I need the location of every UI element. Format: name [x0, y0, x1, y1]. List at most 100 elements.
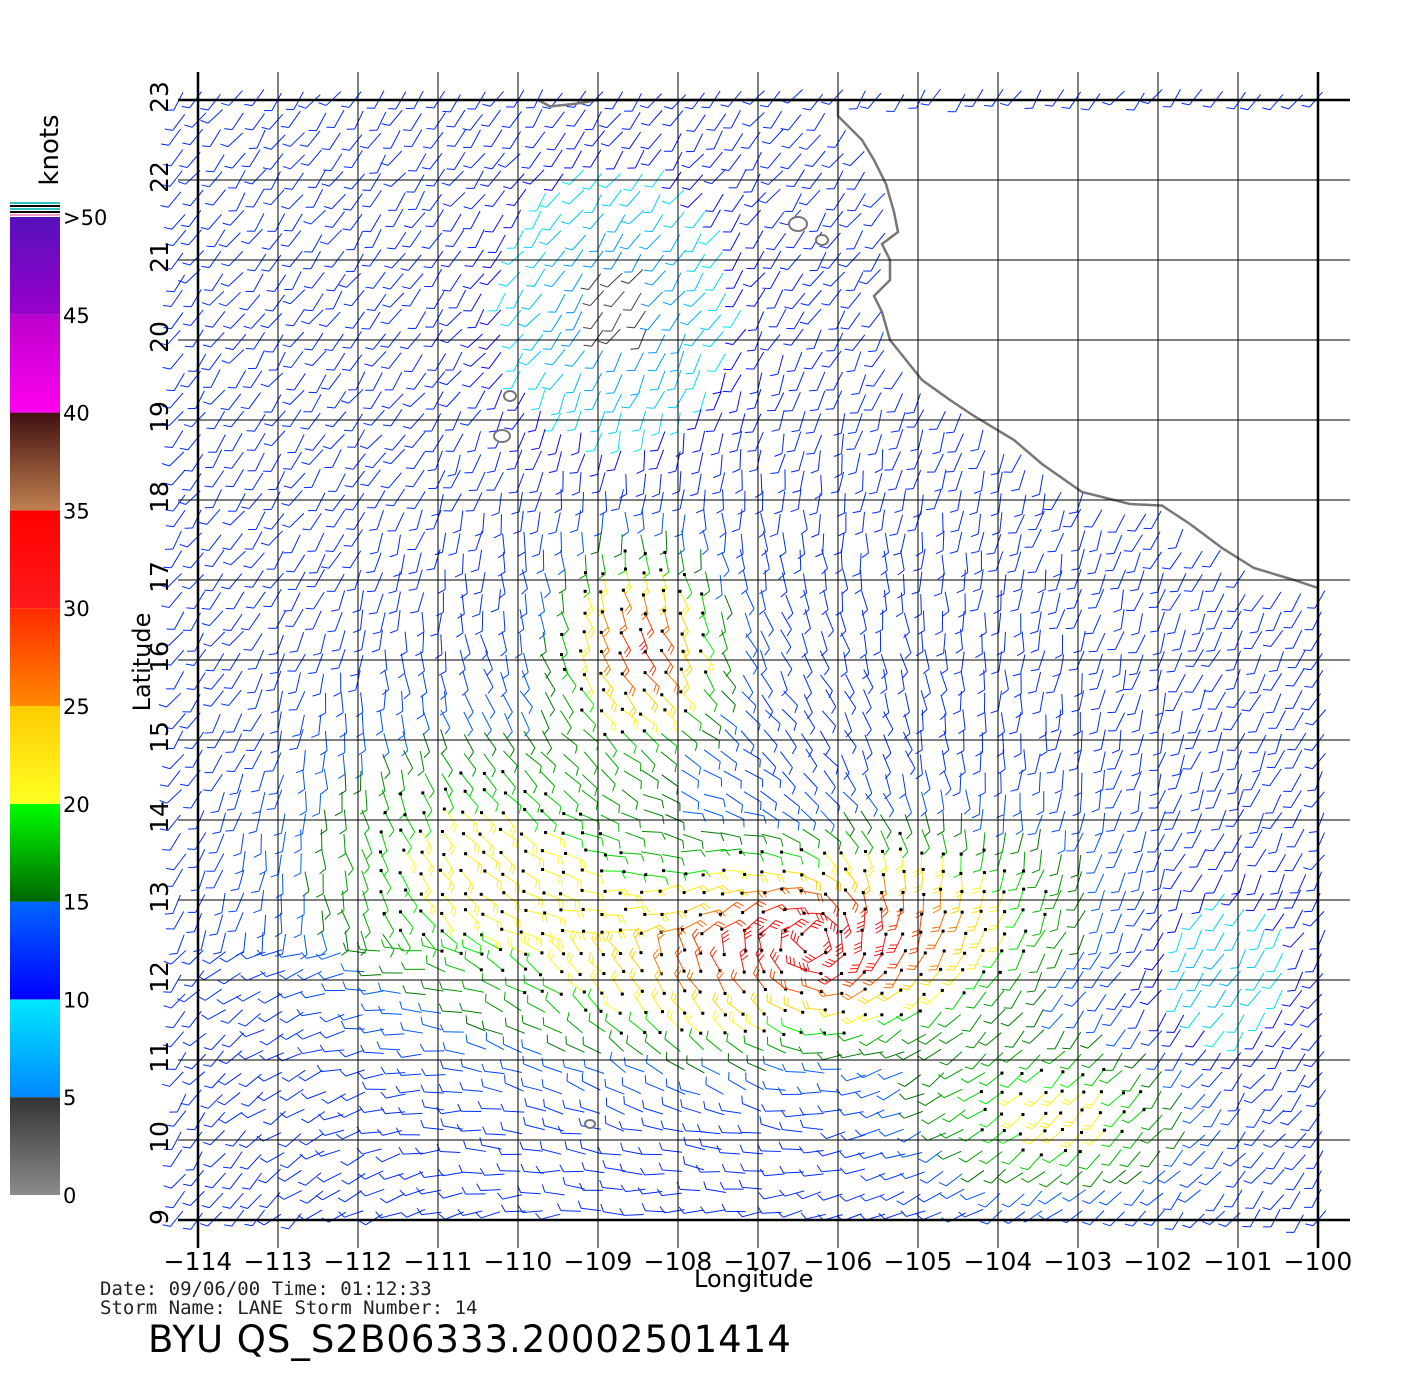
barb-shaft — [816, 492, 821, 513]
barb-shaft — [259, 792, 266, 812]
barb-shaft — [469, 372, 484, 388]
barb-feather — [1045, 691, 1054, 694]
wind-barb — [639, 314, 661, 331]
barb-feather — [990, 472, 999, 476]
barb-shaft — [1191, 550, 1203, 569]
wind-barb — [260, 530, 283, 546]
wind-barb — [561, 732, 578, 754]
barb-shaft — [977, 429, 984, 450]
barb-feather — [343, 544, 352, 547]
wind-barb — [1166, 652, 1183, 673]
barb-shaft — [601, 710, 617, 726]
barb-feather — [623, 188, 632, 191]
barb-shaft — [626, 190, 641, 207]
wind-barb — [660, 733, 678, 755]
wind-barb — [528, 192, 547, 212]
wind-barb — [858, 269, 881, 285]
barb-shaft — [508, 250, 524, 265]
wind-barb — [242, 370, 263, 389]
wind-barb — [319, 229, 343, 245]
wind-barb — [800, 509, 808, 535]
wind-barb — [470, 549, 483, 573]
wind-barb — [623, 254, 642, 273]
wind-barb — [431, 494, 444, 517]
barb-shaft — [934, 453, 944, 473]
wind-barb — [266, 670, 282, 692]
barb-shaft — [725, 793, 743, 806]
wind-barb — [1017, 631, 1025, 657]
wind-barb — [1152, 733, 1165, 756]
wind-barb — [285, 608, 304, 627]
barb-feather — [683, 631, 689, 639]
wind-barb — [161, 631, 184, 646]
barb-feather — [314, 771, 323, 775]
barb-feather — [793, 569, 802, 575]
barb-feather — [747, 450, 756, 452]
wind-barb — [518, 531, 526, 557]
barb-feather — [865, 384, 874, 387]
barb-shaft — [295, 672, 301, 692]
barb-shaft — [977, 513, 982, 534]
wind-barb — [445, 411, 462, 431]
wind-barb — [903, 612, 910, 638]
barb-feather — [825, 208, 834, 211]
barb-shaft — [600, 673, 614, 690]
barb-feather — [1013, 632, 1022, 638]
wind-barb — [620, 730, 637, 754]
barb-feather — [842, 162, 851, 167]
barb-feather — [1030, 610, 1039, 614]
barb-feather — [862, 204, 871, 208]
barb-feather — [601, 204, 610, 207]
barb-feather — [669, 647, 675, 655]
barb-feather — [777, 488, 786, 494]
barb-station-dot — [642, 729, 646, 733]
barb-shaft — [1133, 592, 1144, 611]
barb-feather — [1046, 771, 1055, 774]
wind-barb — [281, 512, 305, 528]
barb-feather — [1183, 567, 1192, 569]
wind-barb — [819, 650, 830, 676]
barb-shaft — [316, 374, 327, 393]
barb-feather — [575, 745, 578, 754]
barb-feather — [220, 143, 229, 148]
barb-feather — [182, 488, 191, 491]
barb-shaft — [189, 574, 204, 590]
barb-feather — [664, 106, 672, 110]
barb-shaft — [1169, 593, 1182, 611]
barb-shaft — [253, 331, 266, 350]
barb-feather — [334, 811, 343, 817]
wind-barb — [766, 232, 787, 251]
barb-feather — [685, 372, 694, 375]
barb-feather — [341, 148, 350, 151]
wind-barb — [956, 730, 965, 755]
barb-feather — [814, 494, 823, 500]
wind-barb — [993, 590, 1002, 615]
wind-barb — [513, 511, 524, 535]
wind-barb — [669, 350, 685, 372]
wind-barb — [600, 610, 610, 637]
barb-shaft — [433, 168, 445, 187]
barb-shaft — [664, 709, 679, 726]
barb-shaft — [1192, 674, 1204, 693]
barb-shaft — [209, 592, 222, 610]
wind-barb — [1027, 553, 1045, 574]
barb-feather — [698, 767, 702, 776]
wind-barb — [649, 431, 666, 452]
wind-barb — [399, 333, 421, 350]
wind-barb — [163, 550, 183, 569]
barb-feather — [788, 389, 797, 392]
barb-feather — [631, 429, 641, 432]
wind-barb — [166, 373, 185, 392]
barb-feather — [783, 343, 792, 346]
barb-feather — [742, 123, 750, 127]
barb-shaft — [441, 753, 453, 771]
barb-shaft — [333, 273, 346, 292]
barb-feather — [463, 206, 472, 210]
wind-barb — [365, 333, 387, 350]
wind-barb — [501, 111, 522, 129]
barb-feather — [525, 265, 534, 269]
barb-shaft — [507, 310, 522, 327]
barb-shaft — [433, 549, 441, 569]
wind-barb — [782, 771, 796, 795]
barb-feather — [239, 307, 248, 311]
